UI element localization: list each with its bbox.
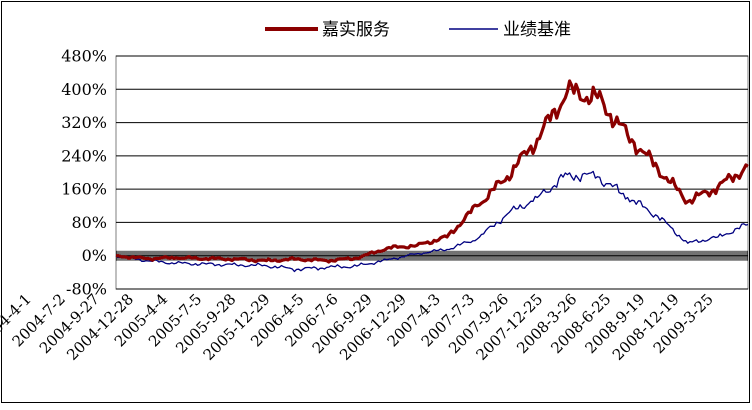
legend-label-series-2: 业绩基准 bbox=[503, 20, 571, 40]
y-tick-label: 160% bbox=[61, 180, 107, 199]
y-tick-label: 240% bbox=[61, 146, 107, 165]
series-line-1 bbox=[116, 79, 749, 264]
legend: 嘉实服务 业绩基准 bbox=[265, 20, 571, 40]
series-lines bbox=[115, 79, 749, 273]
y-tick-label: 80% bbox=[71, 213, 107, 232]
legend-label-series-1: 嘉实服务 bbox=[322, 20, 390, 40]
gridlines bbox=[116, 55, 748, 290]
series-line-2 bbox=[115, 170, 749, 273]
y-tick-label: 320% bbox=[61, 113, 107, 132]
y-axis-ticks: 480% 400% 320% 240% 160% 80% 0% -80% bbox=[61, 47, 107, 299]
y-tick-label: -80% bbox=[66, 280, 107, 299]
y-tick-label: 400% bbox=[61, 80, 107, 99]
y-tick-label: 480% bbox=[61, 47, 107, 66]
y-tick-label: 0% bbox=[82, 246, 107, 265]
plot-area-frame bbox=[115, 55, 749, 290]
